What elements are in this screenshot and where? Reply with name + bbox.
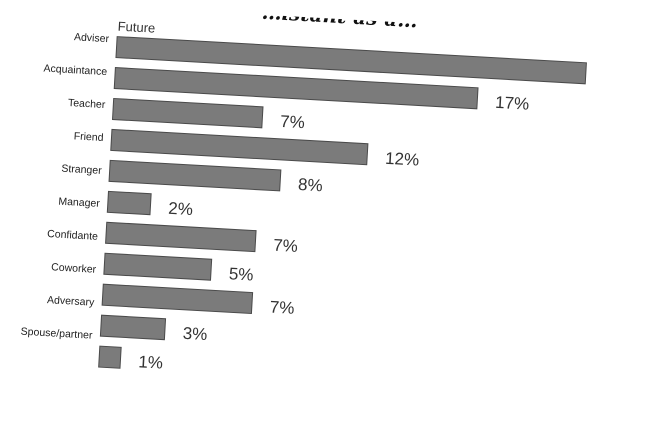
bar	[110, 128, 369, 166]
bar	[99, 314, 167, 341]
value-label: 7%	[269, 298, 295, 318]
category-label: Adviser	[74, 31, 110, 45]
bar	[106, 190, 152, 216]
bar	[105, 221, 257, 253]
bar	[115, 36, 587, 85]
value-label: 3%	[182, 324, 208, 344]
value-label: 12%	[385, 149, 420, 170]
chart-title: …istant as a…”	[261, 0, 430, 33]
value-label: 1%	[138, 352, 164, 372]
value-label: 7%	[273, 236, 299, 256]
category-label: Spouse/partner	[20, 326, 93, 342]
bar	[113, 67, 479, 110]
bars-group: Adviser Acquaintance Teacher Friend Stranger…	[20, 31, 587, 373]
value-label: 7%	[280, 112, 306, 132]
value-label: 5%	[228, 264, 254, 284]
value-label: 17%	[495, 93, 530, 114]
series-label: Future	[117, 19, 155, 36]
bar	[103, 252, 213, 281]
bar	[111, 97, 264, 129]
bar	[108, 159, 282, 192]
category-label: Manager	[58, 196, 101, 210]
category-label: Adversary	[47, 294, 96, 309]
bar	[101, 283, 254, 315]
category-label: Coworker	[51, 261, 97, 276]
bar	[98, 345, 122, 369]
category-label: Stranger	[61, 163, 102, 177]
value-label: 2%	[168, 199, 194, 219]
category-label: Acquaintance	[43, 63, 107, 79]
category-label: Confidante	[47, 228, 99, 243]
value-label: 8%	[298, 175, 324, 195]
category-label: Friend	[73, 130, 104, 144]
category-label: Teacher	[68, 97, 106, 111]
